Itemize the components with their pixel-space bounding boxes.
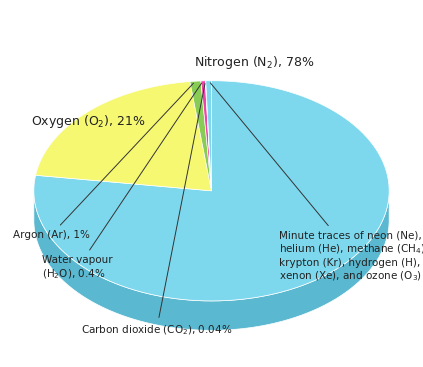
Polygon shape — [205, 81, 212, 191]
Polygon shape — [201, 81, 212, 191]
Text: Minute traces of neon (Ne),
helium (He), methane (CH$_4$),
krypton (Kr), hydroge: Minute traces of neon (Ne), helium (He),… — [210, 83, 423, 283]
Polygon shape — [34, 193, 389, 330]
Polygon shape — [206, 81, 212, 191]
Polygon shape — [36, 81, 212, 191]
Text: Oxygen (O$_2$), 21%: Oxygen (O$_2$), 21% — [31, 113, 146, 130]
Text: Argon (Ar), 1%: Argon (Ar), 1% — [13, 83, 193, 240]
Polygon shape — [34, 81, 389, 301]
Text: Water vapour
(H$_2$O), 0.4%: Water vapour (H$_2$O), 0.4% — [42, 83, 201, 281]
Text: Carbon dioxide (CO$_2$), 0.04%: Carbon dioxide (CO$_2$), 0.04% — [81, 84, 232, 337]
Text: Nitrogen (N$_2$), 78%: Nitrogen (N$_2$), 78% — [194, 54, 314, 71]
Polygon shape — [190, 81, 212, 191]
